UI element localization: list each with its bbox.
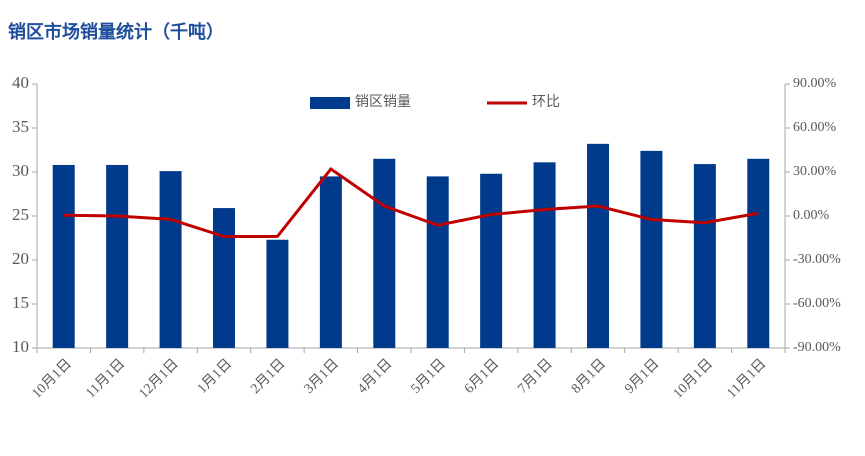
bar (266, 239, 289, 348)
x-tick-label: 10月1日 (670, 356, 716, 402)
y2-tick-label: 90.00% (793, 76, 837, 91)
bar (373, 158, 396, 348)
y2-tick-label: 60.00% (793, 120, 837, 135)
bar (106, 164, 129, 348)
bar (533, 162, 556, 348)
y-tick-label: 15 (12, 293, 29, 312)
bar (426, 176, 449, 348)
y2-tick-label: 0.00% (793, 208, 830, 223)
y-tick-label: 30 (12, 161, 29, 180)
y2-tick-label: 30.00% (793, 164, 837, 179)
bar (693, 164, 716, 348)
x-tick-label: 2月1日 (248, 356, 289, 397)
x-tick-label: 8月1日 (568, 356, 609, 397)
bar (213, 208, 235, 348)
bar (747, 158, 770, 348)
y-tick-label: 20 (12, 249, 29, 268)
legend-label: 环比 (532, 94, 560, 110)
y-tick-label: 10 (12, 337, 29, 356)
x-tick-label: 3月1日 (301, 356, 342, 397)
bar (159, 171, 182, 348)
bar (480, 173, 503, 348)
y-tick-label: 35 (12, 117, 29, 136)
x-tick-label: 11月1日 (83, 356, 129, 402)
legend-label: 销区销量 (355, 94, 411, 110)
y2-tick-label: -60.00% (793, 296, 841, 311)
x-tick-label: 4月1日 (354, 356, 395, 397)
line (63, 167, 759, 239)
y2-tick-label: -90.00% (793, 340, 841, 355)
bar (587, 143, 609, 348)
x-tick-label: 11月1日 (724, 356, 770, 402)
x-tick-label: 5月1日 (408, 356, 449, 397)
chart-title: 销区市场销量统计（千吨） (8, 21, 224, 42)
x-tick-label: 7月1日 (515, 356, 556, 397)
bar (640, 150, 663, 348)
y-tick-label: 25 (12, 205, 29, 224)
x-tick-label: 10月1日 (29, 356, 75, 402)
x-tick-label: 6月1日 (461, 356, 502, 397)
y-tick-label: 40 (12, 73, 29, 92)
bar (319, 176, 342, 348)
bar (52, 164, 75, 348)
x-tick-label: 1月1日 (194, 356, 235, 397)
x-tick-label: 12月1日 (136, 356, 182, 402)
y2-tick-label: -30.00% (793, 252, 841, 267)
legend-swatch (310, 97, 350, 109)
x-tick-label: 9月1日 (622, 356, 663, 397)
